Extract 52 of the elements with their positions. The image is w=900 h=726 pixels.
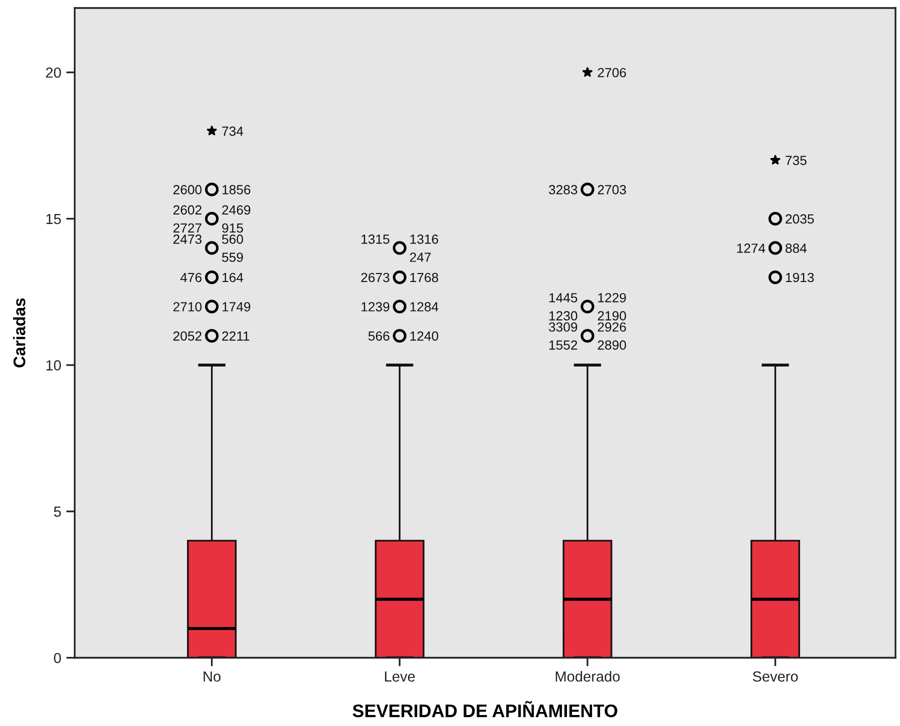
annotation: 1284 xyxy=(410,302,438,312)
annotation: 2602 xyxy=(173,205,202,215)
annotation: 2469 xyxy=(222,205,250,215)
annotation: 1552 xyxy=(549,340,578,350)
annotation: 2473 xyxy=(173,234,202,244)
annotation: 1239 xyxy=(362,302,390,312)
annotation: 566 xyxy=(368,331,390,341)
annotation: 3309 xyxy=(548,322,578,332)
annotation: 1274 xyxy=(737,244,766,253)
annotation: 1315 xyxy=(362,234,390,244)
annotation: 1316 xyxy=(410,234,438,244)
annotation: 1768 xyxy=(410,272,438,282)
x-tick-label: No xyxy=(204,671,221,682)
annotation: 735 xyxy=(786,156,806,166)
x-tick-label: Severo xyxy=(752,671,798,682)
y-axis-title: Cariadas xyxy=(13,298,26,368)
annotation: 2706 xyxy=(598,68,626,78)
annotation: 164 xyxy=(222,272,244,282)
annotation: 2703 xyxy=(598,185,626,194)
y-tick-label: 0 xyxy=(54,652,61,664)
annotation: 1913 xyxy=(786,272,814,282)
annotation: 2211 xyxy=(222,331,250,341)
annotation: 884 xyxy=(786,244,807,253)
annotation: 1445 xyxy=(549,293,578,302)
annotation: 2727 xyxy=(173,223,202,233)
annotation: 2710 xyxy=(173,302,202,312)
annotation: 560 xyxy=(222,234,244,244)
x-axis-title: SEVERIDAD DE APIÑAMIENTO xyxy=(352,701,618,718)
x-tick-label: Leve xyxy=(385,671,415,682)
annotation: 1230 xyxy=(549,311,578,320)
annotation: 2890 xyxy=(598,340,626,350)
y-tick-label: 20 xyxy=(46,67,61,78)
annotation: 2673 xyxy=(361,272,390,282)
annotation: 1749 xyxy=(222,302,250,312)
annotation: 734 xyxy=(222,126,244,136)
annotation: 915 xyxy=(222,223,243,233)
annotation: 2052 xyxy=(173,331,202,341)
annotation: 1240 xyxy=(410,331,438,341)
annotation: 1229 xyxy=(598,293,626,302)
y-tick-label: 10 xyxy=(46,360,61,370)
y-tick-label: 5 xyxy=(54,506,61,517)
annotation: 247 xyxy=(410,252,431,262)
annotation: 2600 xyxy=(173,185,202,194)
annotation: 2190 xyxy=(598,311,626,320)
annotation: 2926 xyxy=(598,322,626,332)
annotation: 476 xyxy=(180,272,202,282)
annotation: 3283 xyxy=(548,185,578,194)
x-tick-label: Moderado xyxy=(556,670,620,682)
y-tick-label: 15 xyxy=(46,214,61,224)
annotation: 559 xyxy=(222,252,243,262)
annotation: 1856 xyxy=(222,185,250,194)
annotation: 2035 xyxy=(786,214,814,224)
